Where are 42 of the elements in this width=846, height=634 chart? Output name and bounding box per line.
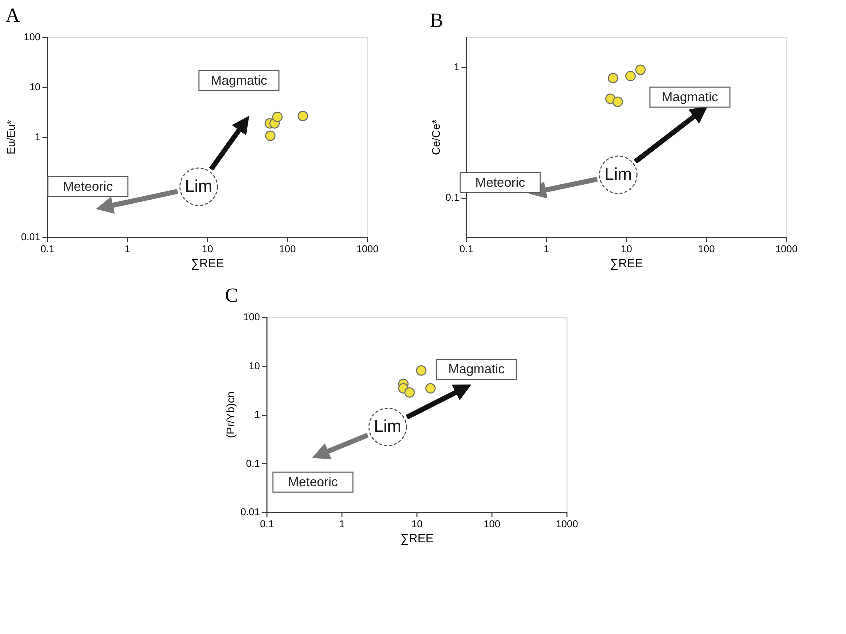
x-tick-label: 1000 xyxy=(556,520,579,530)
x-axis-title: ∑REE xyxy=(610,256,644,270)
x-tick-label: 100 xyxy=(484,520,501,530)
annotation: Magmatic xyxy=(211,73,268,88)
annotation: Lim xyxy=(604,165,632,184)
annotation: Meteoric xyxy=(63,179,114,194)
y-tick-label: 0.01 xyxy=(240,508,261,518)
y-axis-title: Ce/Ce* xyxy=(430,119,443,156)
annotation: Lim xyxy=(374,417,402,436)
y-axis-title: Eu/Eu* xyxy=(6,120,18,155)
x-tick-label: 1 xyxy=(544,244,550,256)
x-axis-title: ∑REE xyxy=(400,532,434,546)
x-tick-label: 1000 xyxy=(356,244,380,256)
y-tick-label: 100 xyxy=(244,312,261,324)
x-tick-label: 100 xyxy=(279,244,296,256)
annotation: Magmatic xyxy=(662,89,719,104)
y-tick-label: 10 xyxy=(249,361,261,372)
x-tick-label: 10 xyxy=(621,244,633,256)
annotation: Meteoric xyxy=(288,474,339,490)
x-tick-label: 1 xyxy=(339,520,346,530)
x-tick-label: 10 xyxy=(202,244,214,256)
x-axis-title: ∑REE xyxy=(191,256,224,270)
annotation: Magmatic xyxy=(448,362,506,377)
y-tick-label: 1 xyxy=(254,410,261,421)
y-axis-title: (Pr/Yb)cn xyxy=(226,392,238,438)
annotation: Lim xyxy=(185,177,213,196)
y-tick-label: 10 xyxy=(30,82,42,94)
chart-title: A xyxy=(6,5,21,27)
annotation: Meteoric xyxy=(476,174,526,190)
chart-title: C xyxy=(225,285,239,307)
y-tick-label: 0.1 xyxy=(246,458,261,470)
x-tick-label: 0.1 xyxy=(260,520,275,530)
x-tick-label: 0.1 xyxy=(460,244,474,256)
y-tick-label: 1 xyxy=(35,132,42,144)
chart-title: B xyxy=(430,10,444,32)
y-tick-label: 0.01 xyxy=(21,232,42,244)
y-tick-label: 100 xyxy=(24,32,42,44)
x-tick-label: 1000 xyxy=(776,244,798,256)
x-tick-label: 100 xyxy=(698,244,716,256)
x-tick-label: 10 xyxy=(412,520,424,530)
x-tick-label: 1 xyxy=(124,244,131,256)
x-tick-label: 0.1 xyxy=(40,244,56,256)
